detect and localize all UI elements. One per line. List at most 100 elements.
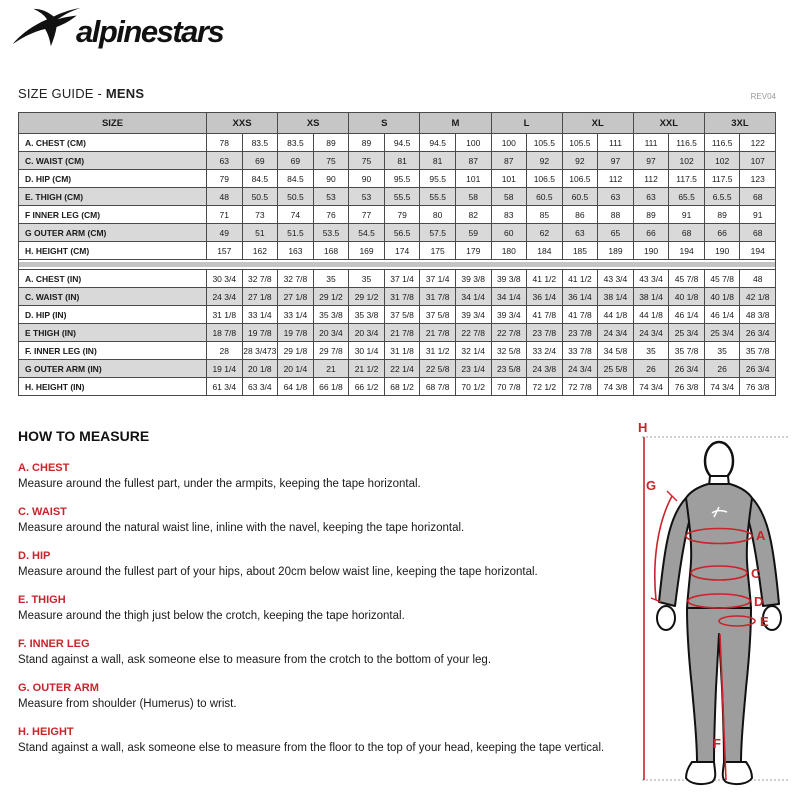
value-cell: 26 bbox=[632, 359, 670, 378]
value-cell: 43 3/4 bbox=[597, 269, 634, 288]
label-f: F bbox=[713, 736, 721, 751]
value-cell: 31 7/8 bbox=[419, 287, 456, 306]
value-cell: 101 bbox=[454, 169, 492, 188]
value-cell: 82 bbox=[454, 205, 492, 224]
figure-right-foot bbox=[721, 761, 754, 786]
value-cell: 23 7/8 bbox=[561, 323, 599, 342]
value-cell: 24 3/4 bbox=[632, 323, 670, 342]
size-header-s: S bbox=[348, 112, 421, 134]
value-cell: 83.5 bbox=[241, 133, 279, 152]
value-cell: 66 bbox=[703, 223, 741, 242]
value-cell: 60.5 bbox=[526, 187, 563, 206]
separator-cell bbox=[18, 259, 776, 270]
size-header-xxs: XXS bbox=[205, 112, 279, 134]
row-label: C. WAIST (CM) bbox=[18, 151, 207, 170]
value-cell: 168 bbox=[312, 241, 350, 260]
measure-item: C. WAIST Measure around the natural waist… bbox=[18, 506, 658, 535]
value-cell: 33 7/8 bbox=[561, 341, 599, 360]
value-cell: 162 bbox=[241, 241, 279, 260]
measure-item-label: A. CHEST bbox=[18, 462, 70, 474]
alpinestars-wordmark: alpinestars bbox=[76, 14, 225, 49]
measure-item-text: Measure around the thigh just below the … bbox=[18, 610, 405, 622]
value-cell: 102 bbox=[668, 151, 705, 170]
value-cell: 20 1/4 bbox=[277, 359, 314, 378]
value-cell: 83 bbox=[490, 205, 528, 224]
outer-arm-end-ticks bbox=[650, 490, 678, 603]
value-cell: 97 bbox=[597, 151, 634, 170]
value-cell: 45 7/8 bbox=[703, 269, 741, 288]
value-cell: 41 1/2 bbox=[561, 269, 599, 288]
value-cell: 53.5 bbox=[312, 223, 350, 242]
value-cell: 87 bbox=[490, 151, 528, 170]
chest-logo-mark bbox=[711, 506, 728, 518]
value-cell: 35 bbox=[312, 269, 350, 288]
value-cell: 18 7/8 bbox=[206, 323, 243, 342]
table-row: H. HEIGHT (CM) 157 162 163 168 169 174 175 179 18… bbox=[18, 241, 776, 260]
value-cell: 34 5/8 bbox=[597, 341, 634, 360]
value-cell: 100 bbox=[454, 133, 492, 152]
value-cell: 48 bbox=[206, 187, 243, 206]
value-cell: 33 1/4 bbox=[277, 305, 314, 324]
value-cell: 53 bbox=[312, 187, 350, 206]
value-cell: 70 1/2 bbox=[454, 377, 492, 396]
value-cell: 86 bbox=[561, 205, 599, 224]
table-row: E. THIGH (CM) 48 50.5 50.5 53 53 55.5 55.5 58 58 6… bbox=[18, 187, 776, 206]
value-cell: 36 1/4 bbox=[526, 287, 563, 306]
how-to-measure-heading: HOW TO MEASURE bbox=[18, 428, 150, 444]
value-cell: 95.5 bbox=[383, 169, 421, 188]
value-cell: 63 bbox=[597, 187, 634, 206]
value-cell: 50.5 bbox=[277, 187, 314, 206]
value-cell: 40 1/8 bbox=[703, 287, 741, 306]
value-cell: 35 3/8 bbox=[312, 305, 350, 324]
value-cell: 65.5 bbox=[668, 187, 705, 206]
value-cell: 21 1/2 bbox=[348, 359, 385, 378]
value-cell: 81 bbox=[383, 151, 421, 170]
row-label: E THIGH (IN) bbox=[18, 323, 207, 342]
measure-item: E. THIGH Measure around the thigh just be… bbox=[18, 594, 658, 623]
label-g: G bbox=[646, 478, 656, 493]
measure-item-label: C. WAIST bbox=[18, 506, 67, 518]
value-cell: 38 1/4 bbox=[597, 287, 634, 306]
measure-item-label: F. INNER LEG bbox=[18, 638, 90, 650]
value-cell: 48 3/8 bbox=[739, 305, 776, 324]
value-cell: 22 1/4 bbox=[383, 359, 421, 378]
measure-item-text: Measure around the natural waist line, i… bbox=[18, 522, 465, 534]
page-title-prefix: SIZE GUIDE - bbox=[18, 86, 106, 101]
value-cell: 79 bbox=[383, 205, 421, 224]
value-cell: 89 bbox=[312, 133, 350, 152]
value-cell: 28 bbox=[206, 341, 243, 360]
measure-item-text: Measure around the fullest part of your … bbox=[18, 566, 538, 578]
row-label: D. HIP (CM) bbox=[18, 169, 207, 188]
value-cell: 22 7/8 bbox=[454, 323, 492, 342]
value-cell: 36 1/4 bbox=[561, 287, 599, 306]
value-cell: 106.5 bbox=[561, 169, 599, 188]
value-cell: 74 3/8 bbox=[597, 377, 634, 396]
value-cell: 26 3/4 bbox=[668, 359, 705, 378]
value-cell: 43 3/4 bbox=[632, 269, 670, 288]
value-cell: 76 3/8 bbox=[739, 377, 776, 396]
value-cell: 116.5 bbox=[668, 133, 705, 152]
value-cell: 63 bbox=[206, 151, 243, 170]
value-cell: 25 3/4 bbox=[703, 323, 741, 342]
table-row: D. HIP (CM) 79 84.5 84.5 90 90 95.5 95.5 101 101 1… bbox=[18, 169, 776, 188]
measure-item: D. HIP Measure around the fullest part of… bbox=[18, 550, 658, 579]
value-cell: 26 3/4 bbox=[739, 359, 776, 378]
revision-label: REV04 bbox=[750, 92, 776, 101]
value-cell: 45 7/8 bbox=[668, 269, 705, 288]
value-cell: 24 3/4 bbox=[597, 323, 634, 342]
value-cell: 56.5 bbox=[383, 223, 421, 242]
value-cell: 54.5 bbox=[348, 223, 385, 242]
page-title-gender: MENS bbox=[105, 86, 145, 101]
value-cell: 30 3/4 bbox=[206, 269, 243, 288]
measurement-diagram: H A C D E G F bbox=[638, 420, 790, 786]
value-cell: 19 7/8 bbox=[241, 323, 279, 342]
value-cell: 35 7/8 bbox=[739, 341, 776, 360]
value-cell: 25 3/4 bbox=[668, 323, 705, 342]
value-cell: 26 bbox=[703, 359, 741, 378]
value-cell: 24 3/4 bbox=[206, 287, 243, 306]
value-cell: 90 bbox=[312, 169, 350, 188]
hip-measure-ellipse bbox=[687, 593, 751, 609]
value-cell: 100 bbox=[490, 133, 528, 152]
table-row: D. HIP (IN) 31 1/8 33 1/4 33 1/4 35 3/8 35 3/… bbox=[18, 305, 776, 324]
value-cell: 189 bbox=[597, 241, 634, 260]
